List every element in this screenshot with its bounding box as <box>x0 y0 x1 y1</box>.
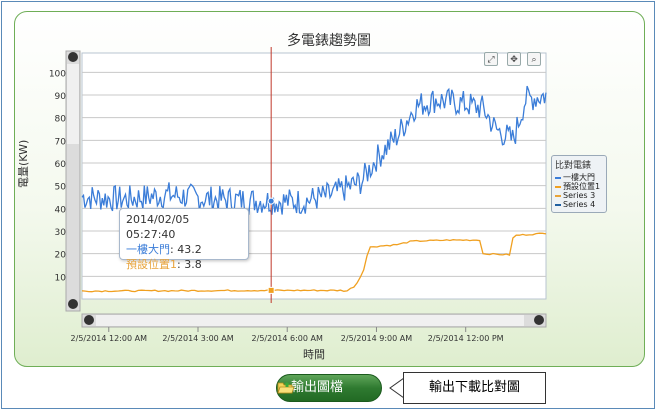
scroll-left-icon[interactable] <box>84 315 94 325</box>
scroll-right-icon[interactable] <box>534 315 544 325</box>
y-tick-label: 10 <box>55 273 67 283</box>
legend-item[interactable]: 預設位置1 <box>555 182 603 191</box>
export-image-button[interactable]: 輸出圖檔 <box>276 374 382 402</box>
vertical-scrollbar-thumb[interactable] <box>67 64 79 144</box>
y-tick-label: 90 <box>55 92 67 102</box>
x-tick-label: 2/5/2014 9:00 AM <box>341 334 412 343</box>
legend-swatch <box>555 185 561 188</box>
legend-label: 一樓大門 <box>563 173 595 182</box>
y-tick-label: 40 <box>55 205 67 215</box>
fit-icon[interactable]: ⤢ <box>484 52 498 66</box>
legend[interactable]: 比對電錶 一樓大門 預設位置1 Series 3 Series 4 <box>551 155 607 213</box>
tooltip-series1-label: 一樓大門 <box>126 243 170 256</box>
tooltip-series1-value: : 43.2 <box>170 243 202 256</box>
x-axis-label: 時間 <box>303 348 325 361</box>
chart-title: 多電錶趨勢圖 <box>287 33 371 49</box>
export-button-label: 輸出圖檔 <box>291 380 344 395</box>
hover-point[interactable] <box>267 286 275 294</box>
folder-icon <box>277 382 295 394</box>
series-line[interactable] <box>81 232 547 293</box>
tooltip-date: 2014/02/05 05:27:40 <box>126 213 190 241</box>
series-line[interactable] <box>81 85 547 215</box>
horizontal-scrollbar-thumb[interactable] <box>96 315 524 326</box>
legend-item[interactable]: 一樓大門 <box>555 173 603 182</box>
x-tick-label: 2/5/2014 12:00 AM <box>71 334 148 343</box>
hover-point[interactable] <box>267 197 275 205</box>
x-tick-label: 2/5/2014 6:00 AM <box>252 334 323 343</box>
legend-title: 比對電錶 <box>555 161 592 171</box>
callout-box: 輸出下載比對圖 <box>403 372 546 404</box>
zoom-icon[interactable]: ⌕ <box>527 52 541 66</box>
pan-icon[interactable]: ✥ <box>507 52 521 66</box>
x-tick-label: 2/5/2014 3:00 AM <box>162 334 233 343</box>
legend-swatch <box>555 176 561 179</box>
tooltip-series2-value: : 3.8 <box>177 258 202 271</box>
legend-label: Series 3 <box>563 191 596 200</box>
legend-label: Series 4 <box>563 200 596 209</box>
y-tick-label: 70 <box>55 137 67 147</box>
y-tick-label: 50 <box>55 183 67 193</box>
tooltip-series2-label: 預設位置1 <box>126 258 177 271</box>
y-tick-label: 60 <box>55 160 67 170</box>
legend-swatch <box>555 194 561 197</box>
x-tick-label: 2/5/2014 12:00 PM <box>428 334 504 343</box>
y-tick-label: 80 <box>55 115 67 125</box>
data-tooltip: 2014/02/05 05:27:40 一樓大門: 43.2 預設位置1: 3.… <box>119 208 249 271</box>
scroll-down-icon[interactable] <box>68 299 78 309</box>
y-axis-label: 電量(KW) <box>17 139 30 188</box>
legend-item[interactable]: Series 4 <box>555 200 603 209</box>
legend-label: 預設位置1 <box>563 182 601 191</box>
scroll-up-icon[interactable] <box>68 52 78 62</box>
legend-swatch <box>555 203 561 206</box>
y-tick-label: 20 <box>55 251 67 261</box>
legend-item[interactable]: Series 3 <box>555 191 603 200</box>
y-tick-label: 30 <box>55 228 67 238</box>
y-tick-label: 100 <box>49 69 66 79</box>
